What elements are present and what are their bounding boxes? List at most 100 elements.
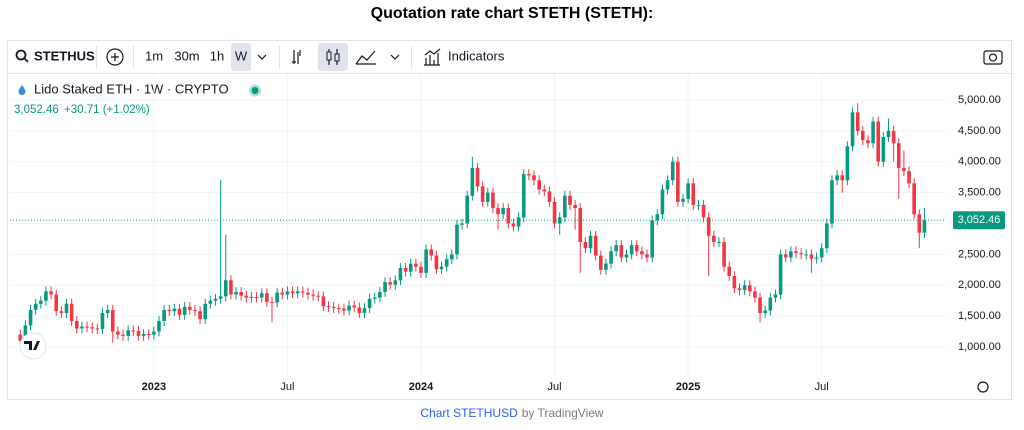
candle-body [167, 309, 172, 312]
candle-body [670, 161, 675, 181]
candle-body [372, 297, 377, 299]
candle-body [285, 291, 290, 295]
candle-body [763, 310, 767, 314]
candle-body [568, 195, 572, 205]
candle-body [542, 189, 547, 192]
candle-body [44, 291, 48, 301]
candle-body [244, 295, 249, 298]
active-interval-bg [231, 43, 251, 71]
candle-body [367, 298, 372, 309]
footer: Chart STETHUSD by TradingView [420, 406, 604, 420]
x-tick-label: Jul [815, 381, 829, 393]
candle-body [295, 291, 300, 294]
chart-type-menu[interactable] [390, 54, 400, 60]
candle-body [773, 294, 778, 298]
candle-body [414, 263, 418, 267]
candle-body [450, 254, 454, 260]
candles-icon [334, 53, 340, 62]
candle-body [460, 223, 464, 225]
candles-button[interactable] [318, 43, 348, 71]
compare-icon [111, 53, 119, 61]
candle-body [157, 321, 161, 332]
candle-body [49, 291, 53, 295]
candle-body [331, 306, 336, 309]
candle-body [121, 334, 125, 336]
candle-body [629, 245, 634, 255]
interval-button[interactable]: 30m [174, 48, 199, 63]
settings-button[interactable] [977, 381, 989, 393]
candle-body [547, 191, 552, 202]
candle-body [321, 296, 326, 307]
candle-body [347, 305, 351, 311]
candle-body [465, 195, 470, 224]
candle-body [485, 192, 490, 202]
candle-body [511, 223, 516, 227]
footer-link[interactable]: Chart STETHUSD [420, 406, 518, 420]
candle-body [789, 251, 793, 258]
interval-group: 1m 30m 1h W [145, 48, 248, 63]
candle-body [172, 308, 177, 312]
candle-body [809, 254, 814, 259]
candle-body [496, 208, 500, 215]
candle-body [90, 327, 94, 329]
interval-menu[interactable] [257, 54, 267, 60]
lido-icon [18, 85, 26, 96]
candle-body [439, 266, 444, 270]
candle-body [604, 263, 608, 270]
indicators-button[interactable]: Indicators [448, 48, 505, 63]
candle-body [398, 267, 403, 281]
x-tick-label: 2023 [142, 381, 166, 393]
symbol[interactable]: STETHUS [34, 48, 95, 63]
snapshot-icon [988, 53, 998, 62]
candle-body [146, 334, 151, 336]
interval-button[interactable]: 1m [145, 48, 163, 63]
candle-body [182, 306, 187, 315]
candle-body [357, 307, 362, 314]
candle-body [881, 137, 886, 162]
last-price-label: 3,052.46 [958, 214, 1001, 226]
candle-body [758, 297, 762, 314]
interval-button[interactable]: W [235, 48, 248, 63]
candle-body [275, 292, 279, 303]
y-tick-label: 5,000.00 [958, 94, 1001, 106]
candle-body [105, 309, 110, 314]
y-tick-label: 4,500.00 [958, 125, 1001, 137]
candle-body [891, 130, 896, 144]
candle-body [100, 313, 105, 330]
candle-body [660, 189, 665, 215]
candle-body [747, 285, 752, 292]
candle-body [470, 167, 475, 196]
candle-body [336, 308, 341, 310]
candle-body [506, 208, 511, 224]
candle-body [352, 305, 357, 308]
candle-body [59, 311, 64, 314]
candle-body [419, 266, 423, 273]
candle-body [866, 140, 870, 144]
candle-body [311, 294, 315, 296]
candle-body [301, 291, 305, 293]
candle-body [676, 161, 680, 202]
candle-body [280, 292, 285, 295]
snapshot-button[interactable] [983, 50, 1003, 65]
candle-body [265, 293, 269, 302]
candle-body [845, 146, 850, 181]
candle-body [624, 254, 629, 258]
candle-body [917, 214, 922, 233]
candle-body [136, 330, 141, 336]
candle-body [388, 282, 392, 285]
candle-body [208, 300, 213, 304]
candle-body [686, 183, 690, 199]
y-tick-label: 2,000.00 [958, 279, 1001, 291]
bars-icon[interactable] [292, 50, 301, 64]
candle-body [213, 298, 218, 301]
interval-button[interactable]: 1h [210, 48, 224, 63]
area-icon[interactable] [355, 50, 376, 65]
candle-body [126, 330, 130, 336]
compare-button[interactable] [106, 48, 124, 66]
candle-body [23, 325, 28, 341]
candle-body [234, 292, 238, 295]
candle-body [665, 180, 670, 190]
y-tick-label: 1,000.00 [958, 341, 1001, 353]
candle-body [552, 201, 557, 224]
y-tick-label: 1,500.00 [958, 310, 1001, 322]
